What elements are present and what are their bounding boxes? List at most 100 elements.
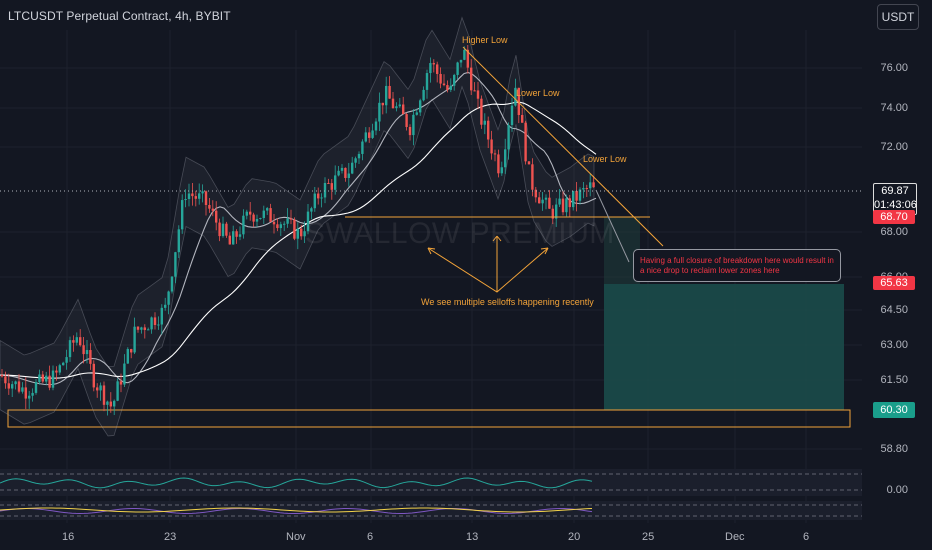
candle-body [82,345,85,355]
candle-body [538,197,541,204]
current-price-value: 69.87 [881,185,909,197]
time-label-25: 25 [642,531,655,543]
candle-body [201,191,204,194]
candle-body [371,130,374,138]
candle-body [524,122,527,162]
candle-body [340,167,344,171]
candle-body [459,59,463,63]
candle-body [578,189,582,201]
candle-body [568,198,571,208]
candle-body [368,132,371,138]
candle-body [436,64,439,74]
candle-body [487,120,490,140]
candle-body [391,98,395,109]
candle-body [422,89,425,101]
candle-body [490,139,493,154]
candle-body [347,173,350,178]
candle-body [150,317,153,330]
time-label-13: 13 [466,531,479,543]
candle-body [252,214,255,222]
candle-body [130,349,133,353]
candle-body [558,198,561,205]
candle-body [534,189,537,198]
candle-body [255,218,259,222]
candle-body [235,231,238,237]
price-label-74: 74.00 [880,102,908,114]
candle-body [456,62,459,75]
candle-body [62,362,65,366]
candle-body [351,162,354,174]
currency-button[interactable]: USDT [877,4,919,30]
time-label-dec: Dec [725,531,745,543]
candle-body [385,85,388,106]
candle-body [58,365,61,373]
candle-body [133,326,136,353]
candle-body [177,229,180,253]
candle-body [106,401,109,405]
candle-body [276,224,279,229]
price-label-61-5: 61.50 [880,374,908,386]
candle-body [89,350,92,364]
candle-body [143,327,146,330]
price-label-72: 72.00 [880,141,908,153]
candle-body [198,193,201,199]
candle-body [334,175,337,190]
candle-body [483,120,486,125]
candle-body [109,401,112,407]
candle-body [497,154,500,174]
candle-body [170,276,174,292]
candle-body [7,383,10,389]
candle-body [300,228,303,237]
oscillator-line-a [0,507,593,515]
candle-body [544,197,548,200]
candle-body [337,170,340,176]
oscillator-zero-label: 0.00 [886,484,908,496]
candle-body [184,199,187,201]
candle-body [446,85,449,90]
target-price-tag-a: 65.63 [873,276,915,290]
candle-body [500,167,503,174]
price-label-63: 63.00 [880,339,908,351]
candle-body [140,327,143,330]
candle-body [51,370,55,388]
price-label-58-8: 58.80 [880,443,908,455]
candle-body [259,218,262,220]
candle-body [79,337,82,346]
annotation-lower-low-2: Lower Low [583,154,627,164]
candle-body [453,74,456,86]
time-label-dec-6: 6 [803,531,810,543]
candle-body [293,219,296,239]
candle-body [242,215,245,235]
candle-body [48,375,51,388]
candle-body [527,161,531,165]
candle-body [320,197,323,199]
candle-body [582,188,585,190]
candle-body [412,114,415,136]
candle-body [531,164,534,190]
candle-body [21,387,24,392]
candle-body [126,349,129,364]
candle-body [398,104,401,107]
candle-body [14,381,17,385]
candle-body [181,200,184,230]
candle-body [354,158,357,163]
candle-body [507,125,510,150]
candle-body [279,224,282,229]
candle-body [565,198,568,213]
candle-body [317,193,320,199]
candle-body [136,326,140,330]
candle-body [364,132,367,142]
candle-body [510,105,514,126]
candle-countdown: 01:43:06 [874,199,917,211]
candle-body [429,63,432,74]
candle-body [442,83,446,86]
candle-body [388,85,391,99]
candle-body [269,208,272,222]
candle-body [191,193,194,197]
candle-body [218,222,221,237]
candle-body [395,106,398,109]
candle-body [123,363,126,385]
candle-body [541,199,544,204]
